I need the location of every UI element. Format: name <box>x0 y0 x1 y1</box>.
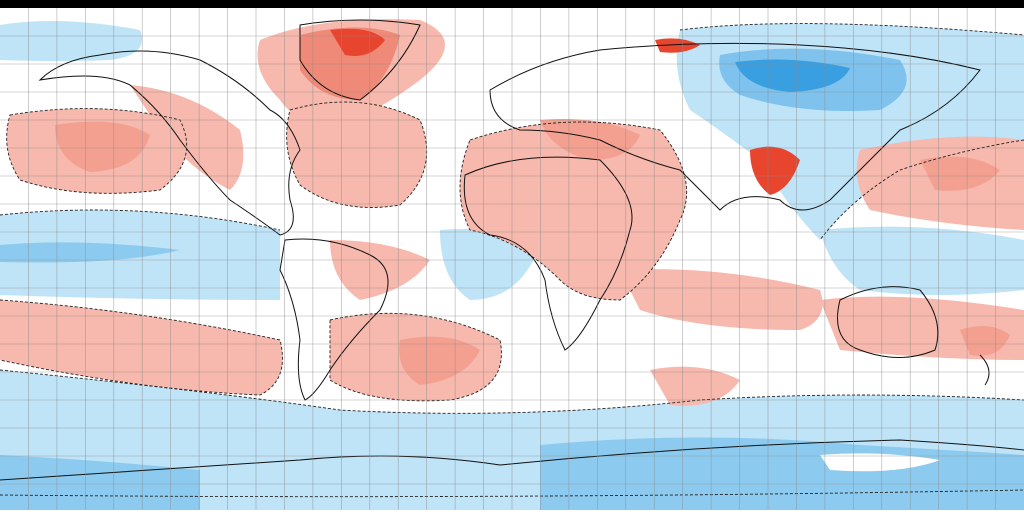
contour <box>329 312 502 402</box>
graticule <box>0 8 1024 510</box>
warm-area <box>0 300 283 395</box>
warm-area <box>330 28 385 56</box>
warm-area <box>960 326 1010 356</box>
warm-area <box>540 119 640 160</box>
cold-area <box>440 229 540 300</box>
contour <box>6 108 188 194</box>
antarctica <box>0 439 1024 481</box>
contour <box>0 489 1024 498</box>
warm-area <box>55 121 150 172</box>
contour <box>459 121 688 301</box>
africa <box>463 156 633 351</box>
warm-area <box>620 269 823 330</box>
warm-area <box>655 38 700 53</box>
cold-area <box>0 242 180 263</box>
warm-area <box>750 146 800 195</box>
warm-area <box>460 122 687 300</box>
warm-area <box>330 240 430 300</box>
new-zealand <box>979 354 990 386</box>
greenland <box>299 19 421 101</box>
warm-area <box>399 336 480 385</box>
contour <box>286 101 428 208</box>
north-america <box>38 50 301 236</box>
warm-area <box>130 85 244 190</box>
warm-anomalies <box>0 19 1024 406</box>
cold-area <box>735 59 850 92</box>
warm-area <box>650 366 740 406</box>
contour <box>819 139 1024 241</box>
cold-area <box>820 226 1024 295</box>
eurasia <box>489 42 981 211</box>
warm-area <box>920 156 1000 191</box>
contour <box>0 299 283 396</box>
cold-area <box>0 21 142 61</box>
top-border <box>0 0 1024 8</box>
warm-area <box>286 102 427 208</box>
australia <box>837 286 939 358</box>
contour <box>0 209 281 231</box>
contour <box>0 369 1024 414</box>
